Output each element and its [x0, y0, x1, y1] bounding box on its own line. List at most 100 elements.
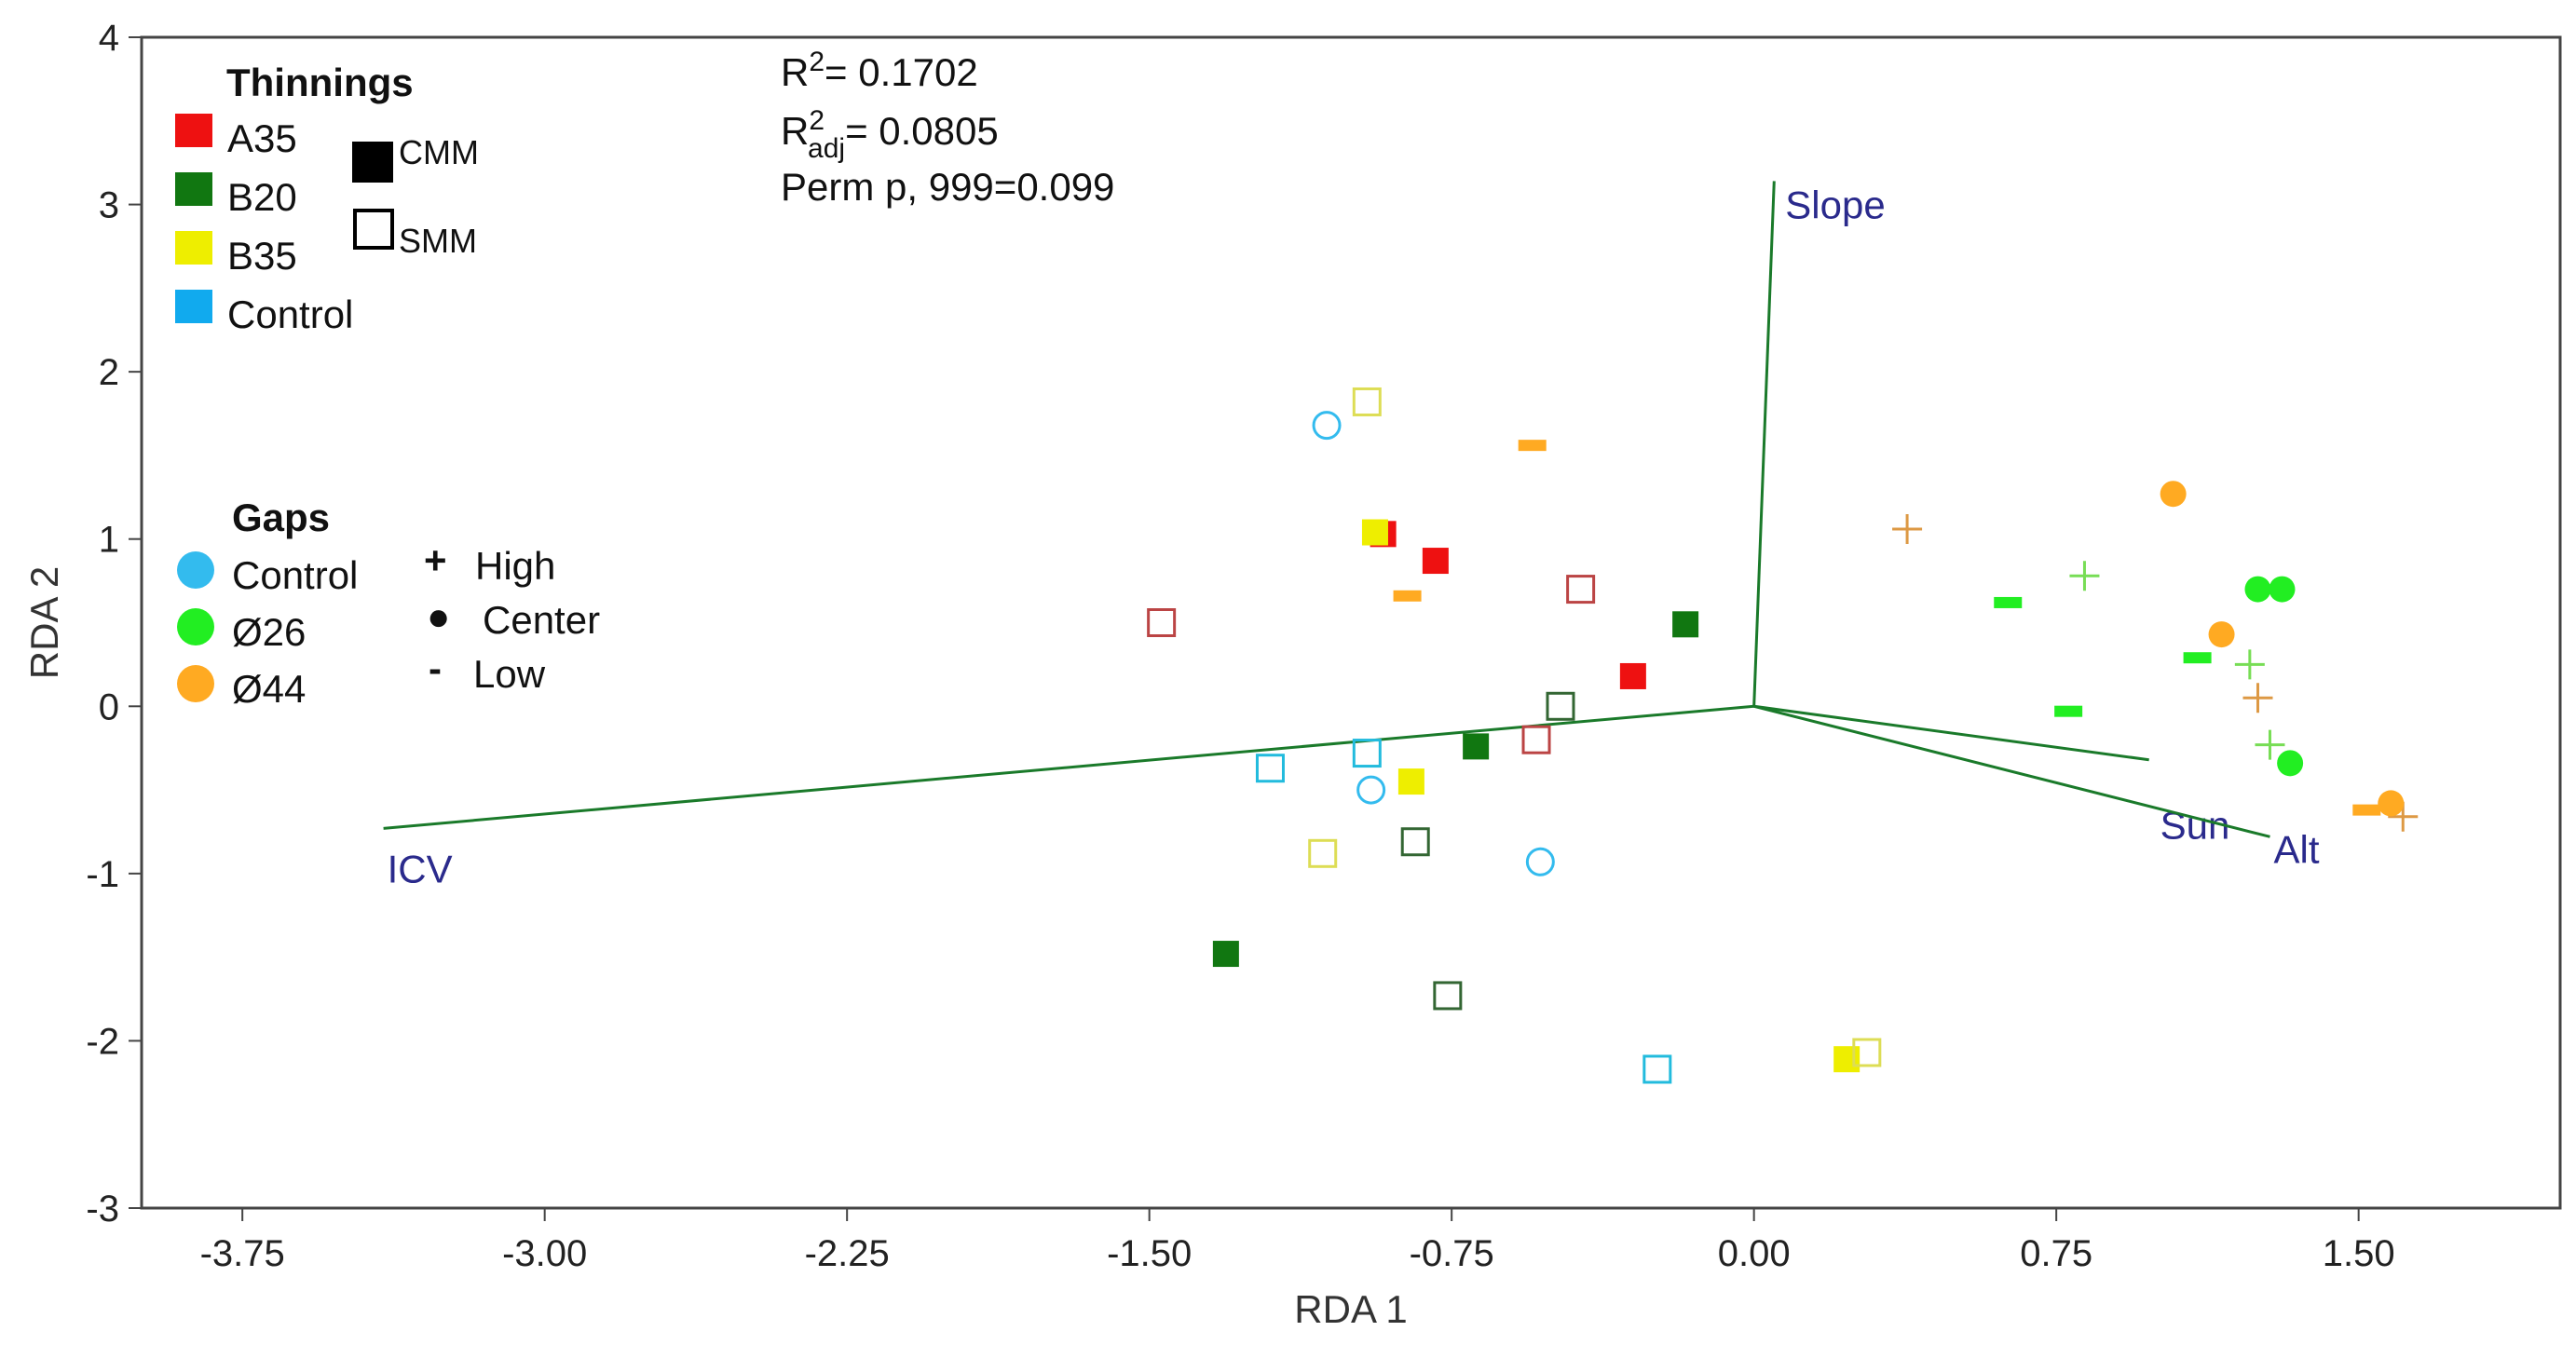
legend-label-b35: B35 [227, 234, 297, 278]
x-tick-label: -2.25 [805, 1233, 890, 1274]
point-b20-cmm [1672, 611, 1699, 638]
r2adj-stat: R2 adj= 0.0805 [781, 105, 999, 164]
point-b20-cmm [1463, 733, 1490, 760]
point-control-smm [1352, 739, 1382, 768]
y-tick-label: -1 [86, 854, 119, 895]
legend-label-b20: B20 [227, 175, 297, 219]
point-b35-cmm [1833, 1046, 1860, 1073]
y-tick-label: 2 [99, 352, 119, 393]
legend-swatch-gap-44 [177, 665, 214, 702]
x-axis-ticks: -3.75 -3.00 -2.25 -1.50 -0.75 0.00 0.75 1.50 [200, 1208, 2395, 1274]
point--26-high [2255, 729, 2285, 760]
point--26-center [2244, 576, 2271, 603]
vector-label-sun: Sun [2160, 804, 2230, 848]
point-a35-smm [1566, 575, 1596, 605]
x-tick-label: 0.00 [1718, 1233, 1791, 1274]
point-b35-cmm [1361, 519, 1388, 546]
point--26-high [2069, 561, 2100, 591]
x-tick-label: -3.75 [200, 1233, 285, 1274]
y-axis-title: RDA 2 [22, 566, 66, 679]
legend-label-high: High [475, 544, 555, 588]
legend-swatch-b20 [175, 172, 212, 206]
x-axis-title: RDA 1 [1294, 1287, 1407, 1331]
r2-stat: R2= 0.1702 [781, 47, 978, 94]
point-a35-smm [1521, 725, 1551, 754]
thinnings-legend: Thinnings A35 B20 B35 Control CMM SMM [175, 61, 479, 336]
legend-label-gap-26: Ø26 [232, 610, 306, 654]
legend-label-a35: A35 [227, 116, 297, 160]
legend-label-cmm: CMM [399, 133, 479, 171]
point--26-center [2277, 750, 2304, 777]
point-b20-smm [1546, 691, 1575, 721]
point-b35-smm [1308, 838, 1338, 868]
point-b20-smm [1433, 981, 1463, 1011]
x-tick-label: 0.75 [2020, 1233, 2092, 1274]
point--26-low [2054, 705, 2083, 717]
legend-label-gap-control: Control [232, 553, 358, 597]
legend-swatch-gap-26 [177, 608, 214, 645]
vector-line-alt [1753, 704, 2270, 838]
legend-label-gap-44: Ø44 [232, 667, 306, 711]
legend-label-center: Center [483, 598, 600, 642]
point-control-smm [1255, 754, 1285, 783]
legend-label-control: Control [227, 292, 353, 336]
legend-swatch-control [175, 290, 212, 323]
point-b20-smm [1400, 827, 1430, 857]
legend-swatch-a35 [175, 114, 212, 147]
point--44-low [1518, 440, 1547, 452]
x-tick-label: 1.50 [2323, 1233, 2395, 1274]
legend-smm-open-square [353, 209, 394, 250]
thinnings-legend-title: Thinnings [226, 61, 414, 104]
point--44-high [2242, 683, 2273, 713]
point-a35-smm [1147, 608, 1177, 637]
x-tick-label: -3.00 [502, 1233, 587, 1274]
vector-label-slope: Slope [1785, 183, 1885, 226]
legend-swatch-gap-control [177, 551, 214, 589]
point--44-center [2160, 481, 2187, 508]
data-points [1147, 387, 2419, 1084]
y-tick-label: -2 [86, 1021, 119, 1062]
y-axis-ticks: -3 -2 -1 0 1 2 3 4 [86, 18, 142, 1230]
point-gap-control-center [1525, 847, 1555, 876]
y-tick-label: 3 [99, 185, 119, 226]
y-tick-label: 1 [99, 520, 119, 561]
statistics-block: R2= 0.1702 R2 adj= 0.0805 Perm p, 999=0.0… [781, 47, 1114, 209]
point--26-high [2234, 649, 2265, 680]
plot-frame [140, 35, 2562, 1210]
legend-label-low: Low [473, 652, 546, 696]
point--26-center [2269, 576, 2296, 603]
point-b35-smm [1852, 1038, 1882, 1067]
point-b20-cmm [1212, 941, 1239, 968]
point--44-high [1892, 513, 1923, 544]
vector-label-alt: Alt [2273, 827, 2319, 871]
point-b35-smm [1352, 387, 1382, 416]
point-a35-cmm [1422, 548, 1449, 575]
point--26-low [1994, 596, 2023, 608]
legend-swatch-b35 [175, 231, 212, 265]
point--44-center [2378, 790, 2405, 817]
permutation-stat: Perm p, 999=0.099 [781, 165, 1114, 209]
y-tick-label: 4 [99, 18, 119, 59]
legend-symbol-high: + [424, 538, 447, 582]
point--26-low [2183, 652, 2212, 664]
gaps-legend: Gaps Control Ø26 Ø44 + High ● Center - L… [177, 496, 600, 711]
x-tick-label: -0.75 [1410, 1233, 1494, 1274]
vector-label-icv: ICV [388, 847, 453, 890]
point-control-smm [1642, 1054, 1672, 1084]
legend-symbol-low: - [429, 646, 442, 690]
environmental-vectors: Slope ICV Sun Alt [383, 181, 2320, 890]
legend-label-smm: SMM [399, 222, 477, 260]
point-a35-cmm [1619, 662, 1646, 689]
point--44-low [2352, 804, 2381, 816]
y-tick-label: -3 [86, 1189, 119, 1230]
gaps-legend-title: Gaps [232, 496, 330, 539]
point-b35-cmm [1397, 768, 1424, 795]
y-tick-label: 0 [99, 686, 119, 727]
legend-symbol-center: ● [427, 594, 450, 638]
point-gap-control-center [1356, 775, 1386, 805]
point-gap-control-center [1312, 411, 1342, 441]
point--44-low [1393, 590, 1422, 602]
legend-cmm-filled-square [352, 142, 393, 183]
